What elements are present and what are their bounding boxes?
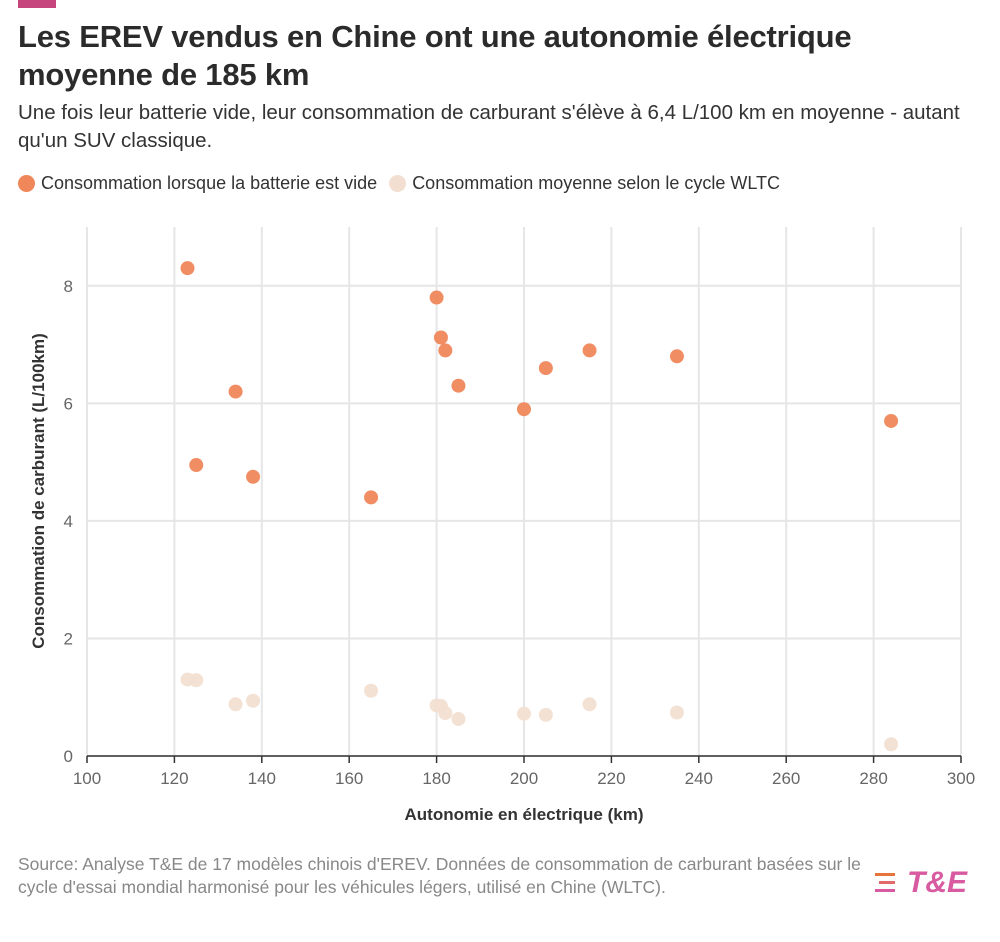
data-point: [582, 697, 597, 712]
x-axis-label: Autonomie en électrique (km): [405, 805, 644, 824]
accent-bar: [18, 0, 56, 8]
y-tick-label: 6: [64, 394, 73, 413]
legend-item-battery-empty: Consommation lorsque la batterie est vid…: [18, 173, 377, 194]
data-point: [364, 490, 379, 505]
data-point: [228, 697, 243, 712]
data-point: [189, 458, 204, 473]
y-tick-label: 0: [64, 747, 73, 766]
legend-label-battery-empty: Consommation lorsque la batterie est vid…: [41, 173, 378, 193]
x-tick-label: 100: [73, 769, 101, 788]
y-axis-label: Consommation de carburant (L/100km): [29, 333, 48, 649]
data-point: [884, 413, 899, 428]
scatter-chart: 100 120 140 160 180 200 220 240 260 280 300 0 2 4 6 8 A…: [29, 227, 976, 824]
te-logo: T&E: [873, 866, 967, 900]
data-point: [517, 706, 531, 721]
chart-subtitle: Une fois leur batterie vide, leur consom…: [18, 101, 960, 152]
data-point: [180, 261, 195, 276]
data-point: [228, 384, 243, 399]
data-point: [451, 711, 466, 726]
x-tick-label: 120: [160, 769, 188, 788]
x-tick-label: 300: [947, 769, 975, 788]
data-point: [669, 705, 684, 720]
x-tick-label: 240: [685, 769, 713, 788]
legend: Consommation lorsque la batterie est vid…: [18, 173, 792, 194]
legend-label-wltc: Consommation moyenne selon le cycle WLTC: [412, 173, 781, 193]
axes: 100 120 140 160 180 200 220 240 260 280 300 0 2 4 6 8: [64, 277, 976, 788]
x-tick-label: 280: [859, 769, 887, 788]
data-point: [517, 402, 531, 417]
data-point: [429, 290, 444, 305]
x-tick-label: 260: [772, 769, 800, 788]
data-point: [538, 361, 553, 376]
data-point: [538, 707, 553, 722]
data-point: [451, 378, 466, 393]
y-tick-label: 8: [64, 277, 73, 296]
x-tick-label: 140: [248, 769, 276, 788]
legend-dot-battery-empty: [18, 175, 35, 192]
data-point: [884, 737, 899, 752]
data-point: [364, 683, 379, 698]
y-tick-label: 2: [64, 629, 73, 648]
data-point: [189, 673, 204, 688]
y-tick-label: 4: [64, 512, 73, 531]
chart-title: Les EREV vendus en Chine ont une autonom…: [18, 19, 852, 92]
legend-dot-wltc: [389, 175, 407, 192]
data-points: [180, 261, 899, 752]
x-tick-label: 180: [422, 769, 450, 788]
grid: [86, 227, 962, 757]
x-tick-label: 200: [510, 769, 538, 788]
legend-item-wltc: Consommation moyenne selon le cycle WLTC: [389, 173, 780, 194]
logo-text: T&E: [907, 866, 967, 899]
data-point: [669, 349, 684, 364]
data-point: [433, 330, 448, 345]
x-tick-label: 220: [597, 769, 625, 788]
x-tick-label: 160: [335, 769, 363, 788]
data-point: [438, 706, 453, 721]
data-point: [246, 469, 261, 484]
data-point: [246, 693, 261, 708]
data-point: [438, 343, 453, 358]
data-point: [582, 343, 597, 358]
logo-lines-icon: [875, 873, 895, 892]
source-note: Source: Analyse T&E de 17 modèles chinoi…: [18, 854, 861, 897]
